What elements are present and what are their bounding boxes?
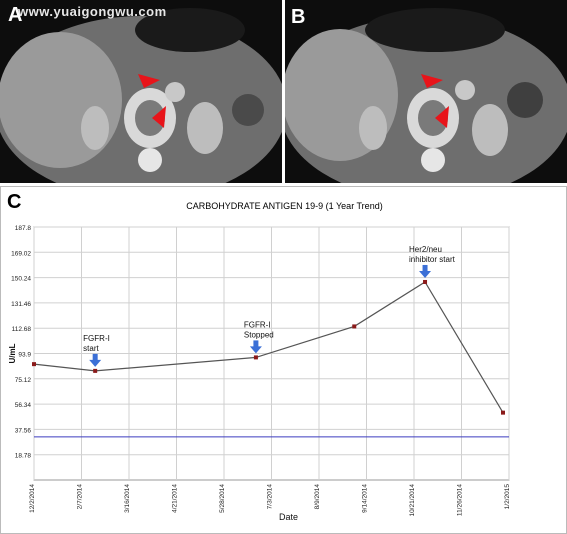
- x-tick-label: 8/9/2014: [314, 484, 321, 510]
- arrowhead-marker: [152, 106, 166, 128]
- annotation-label: FGFR-I: [244, 320, 271, 329]
- ct-image-panel-b: B: [285, 0, 567, 183]
- y-axis-label: U/mL: [8, 343, 17, 363]
- annotation-label: Her2/neu: [409, 245, 442, 254]
- y-tick-label: 112.68: [12, 326, 32, 333]
- y-tick-label: 56.34: [15, 402, 32, 409]
- x-tick-label: 10/21/2014: [409, 484, 416, 517]
- x-tick-label: 5/28/2014: [219, 484, 226, 513]
- arrowhead-marker: [435, 106, 449, 128]
- chart-title: CARBOHYDRATE ANTIGEN 19-9 (1 Year Trend): [186, 201, 383, 211]
- x-tick-label: 7/3/2014: [267, 484, 274, 510]
- x-tick-label: 4/21/2014: [172, 484, 179, 513]
- ct-scan-a: [0, 0, 282, 183]
- data-point: [93, 368, 98, 373]
- data-point: [32, 362, 36, 367]
- data-point: [352, 324, 357, 329]
- panel-label-b: B: [291, 6, 306, 28]
- ct-image-panel-a: A www.yuaigongwu.com: [0, 0, 282, 183]
- y-tick-label: 75.12: [15, 377, 32, 384]
- annotation-arrow-head: [89, 359, 102, 367]
- x-tick-label: 2/7/2014: [77, 484, 84, 510]
- y-tick-label: 187.8: [15, 225, 32, 232]
- data-point: [501, 410, 506, 415]
- watermark-text: www.yuaigongwu.com: [18, 4, 167, 19]
- annotation-label: start: [83, 344, 99, 353]
- y-tick-label: 169.02: [11, 250, 31, 257]
- series-line: [33, 281, 504, 413]
- panel-label-c: C: [7, 191, 22, 213]
- annotation-label: Stopped: [244, 330, 274, 339]
- data-point: [253, 355, 258, 360]
- y-tick-label: 37.56: [15, 427, 32, 434]
- annotation-arrow-head: [249, 346, 262, 354]
- panel-label-a: A: [8, 4, 23, 26]
- annotation-label: FGFR-I: [83, 334, 110, 343]
- x-tick-label: 3/16/2014: [124, 484, 131, 513]
- y-tick-label: 131.46: [11, 301, 31, 308]
- ct-scan-b: [285, 0, 567, 183]
- annotation-arrow-shaft: [422, 264, 428, 272]
- y-tick-label: 93.9: [18, 352, 31, 359]
- line-chart: 187.8 169.02 150.24 131.46 112.68 93.9 75.12 56…: [8, 225, 511, 522]
- x-tick-label: 1/2/2015: [504, 484, 511, 510]
- annotation-label: inhibitor start: [409, 255, 456, 264]
- x-axis-label: Date: [279, 512, 298, 522]
- y-tick-label: 18.78: [15, 453, 32, 460]
- x-tick-label: 12/2/2014: [29, 484, 36, 513]
- data-point: [423, 279, 428, 284]
- arrowhead-marker: [421, 74, 443, 88]
- arrowhead-marker: [138, 74, 160, 88]
- annotation-arrow-head: [419, 270, 432, 278]
- chart-panel: C CARBOHYDRATE ANTIGEN 19-9 (1 Year Tren…: [0, 186, 567, 534]
- x-tick-label: 11/26/2014: [457, 484, 464, 516]
- annotation-arrow-shaft: [92, 353, 98, 361]
- y-tick-label: 150.24: [11, 276, 31, 283]
- x-tick-label: 9/14/2014: [362, 484, 369, 513]
- annotation-arrow-shaft: [253, 340, 259, 348]
